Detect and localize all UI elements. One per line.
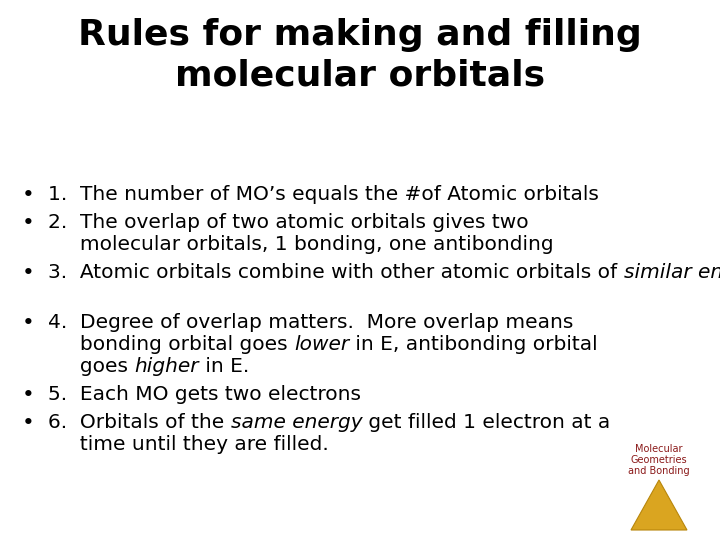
Text: lower: lower — [294, 335, 349, 354]
Text: •: • — [22, 385, 35, 405]
Text: time until they are filled.: time until they are filled. — [48, 435, 329, 454]
Polygon shape — [631, 480, 687, 530]
Text: 5.  Each MO gets two electrons: 5. Each MO gets two electrons — [48, 385, 361, 404]
Text: 3.  Atomic orbitals combine with other atomic orbitals of: 3. Atomic orbitals combine with other at… — [48, 263, 624, 282]
Text: in E, antibonding orbital: in E, antibonding orbital — [349, 335, 598, 354]
Text: same energy: same energy — [230, 413, 362, 432]
Text: molecular orbitals, 1 bonding, one antibonding: molecular orbitals, 1 bonding, one antib… — [48, 235, 554, 254]
Text: •: • — [22, 213, 35, 233]
Text: higher: higher — [135, 357, 199, 376]
Text: goes: goes — [48, 357, 135, 376]
Text: Rules for making and filling
molecular orbitals: Rules for making and filling molecular o… — [78, 18, 642, 93]
Text: •: • — [22, 313, 35, 333]
Text: 2.  The overlap of two atomic orbitals gives two: 2. The overlap of two atomic orbitals gi… — [48, 213, 528, 232]
Text: •: • — [22, 263, 35, 283]
Text: 1.  The number of MO’s equals the #of Atomic orbitals: 1. The number of MO’s equals the #of Ato… — [48, 185, 599, 204]
Text: in E.: in E. — [199, 357, 249, 376]
Text: 6.  Orbitals of the: 6. Orbitals of the — [48, 413, 230, 432]
Text: get filled 1 electron at a: get filled 1 electron at a — [362, 413, 611, 432]
Text: bonding orbital goes: bonding orbital goes — [48, 335, 294, 354]
Text: 4.  Degree of overlap matters.  More overlap means: 4. Degree of overlap matters. More overl… — [48, 313, 573, 332]
Text: Molecular
Geometries
and Bonding: Molecular Geometries and Bonding — [628, 443, 690, 476]
Text: •: • — [22, 185, 35, 205]
Text: •: • — [22, 413, 35, 433]
Text: similar energy: similar energy — [624, 263, 720, 282]
